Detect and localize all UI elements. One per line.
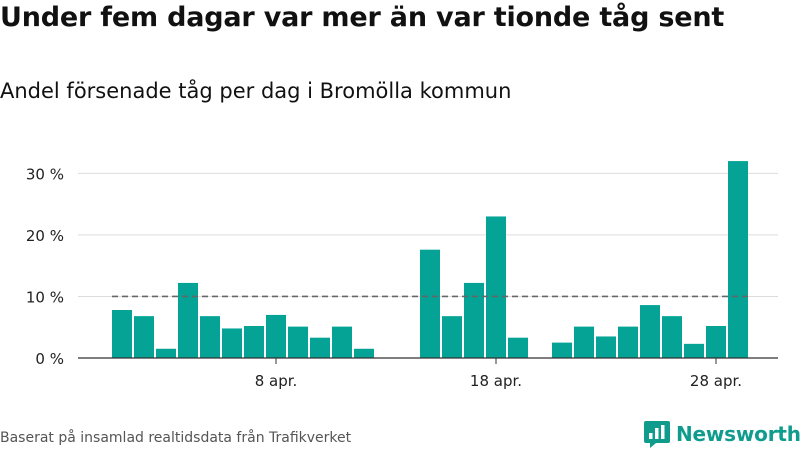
y-tick-label: 20 %: [26, 227, 64, 245]
bar: [310, 337, 330, 358]
bar: [442, 316, 462, 358]
bar: [112, 310, 132, 358]
bar: [486, 216, 506, 358]
bar: [244, 326, 264, 358]
brand-logo-group: Newsworthy: [644, 420, 800, 448]
bar: [288, 326, 308, 358]
bar: [728, 161, 748, 358]
bar: [266, 314, 286, 358]
bar-chart-speech-bubble-icon: [644, 421, 670, 448]
bar: [200, 316, 220, 358]
x-axis-tick-labels: 8 apr. 18 apr. 28 apr.: [255, 358, 742, 390]
y-tick-label: 10 %: [26, 288, 64, 306]
bar: [618, 326, 638, 358]
bar: [684, 343, 704, 358]
bar: [552, 342, 572, 358]
bar: [574, 326, 594, 358]
bar: [596, 336, 616, 358]
source-note: Baserat på insamlad realtidsdata från Tr…: [0, 430, 352, 446]
bar: [662, 316, 682, 358]
bar: [420, 249, 440, 358]
x-tick-label: 28 apr.: [690, 372, 742, 390]
y-tick-label: 30 %: [26, 165, 64, 183]
x-tick-label: 8 apr.: [255, 372, 298, 390]
bar: [156, 348, 176, 358]
y-tick-label: 0 %: [35, 350, 64, 368]
chart-title: Under fem dagar var mer än var tionde tå…: [0, 2, 725, 33]
bar: [178, 282, 198, 358]
bar-chart: 0 % 10 % 20 % 30 % 8 apr. 18 apr. 28 apr.: [26, 161, 778, 390]
bar: [222, 328, 242, 358]
y-axis-tick-labels: 0 % 10 % 20 % 30 %: [26, 165, 64, 368]
bar: [640, 305, 660, 358]
bar: [464, 282, 484, 358]
x-tick-label: 18 apr.: [470, 372, 522, 390]
chart-subtitle: Andel försenade tåg per dag i Bromölla k…: [0, 79, 512, 103]
bar: [134, 316, 154, 358]
bar: [706, 326, 726, 358]
brand-name: Newsworthy: [676, 422, 800, 446]
bar: [332, 326, 352, 358]
bars: [112, 161, 748, 358]
bar: [354, 348, 374, 358]
bar: [508, 337, 528, 358]
